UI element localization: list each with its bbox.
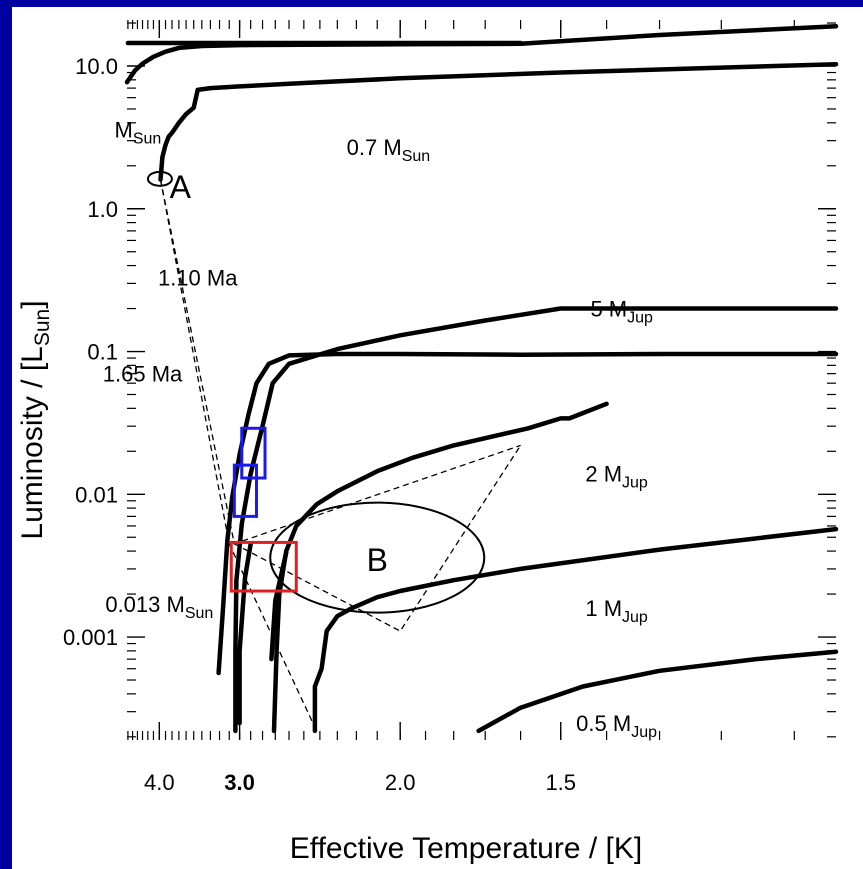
annotation-label: 1 MJup xyxy=(585,596,648,626)
x-tick-label: 3.0 xyxy=(224,770,255,795)
annotation-subscript: Sun xyxy=(402,148,430,165)
annotation-text: 1.10 Ma xyxy=(158,265,238,290)
annotation-text: 0.7 M xyxy=(347,135,402,160)
annotation-label: MSun xyxy=(115,117,162,147)
y-tick-label: 10.0 xyxy=(75,54,118,79)
box-2 xyxy=(240,426,267,480)
plot-frame: 4.0 3.0 2.0 1.5 10.0 1.0 0.1 0.01 0.001 xyxy=(63,20,836,795)
y-axis-label-close: ] xyxy=(16,300,49,308)
annotation-subscript: Sun xyxy=(185,605,213,622)
box-3 xyxy=(229,540,298,593)
y-axis-label: Luminosity / [LSun] xyxy=(16,300,54,539)
isochrone-lines xyxy=(159,179,522,732)
annotation-label: 0.7 MSun xyxy=(347,135,431,165)
annotation-subscript: Sun xyxy=(133,130,161,147)
annotation-subscript: Jup xyxy=(631,724,657,741)
annotation-text: B xyxy=(367,542,388,578)
annotation-text: 2 M xyxy=(585,461,622,486)
isochrone-line xyxy=(159,179,318,732)
x-tick-label: 1.5 xyxy=(545,770,576,795)
annotation-text: 1.65 Ma xyxy=(103,362,183,387)
y-tick-label: 0.1 xyxy=(87,340,118,365)
isochrone-line xyxy=(233,445,522,632)
x-tick-label: 2.0 xyxy=(385,770,416,795)
annotation-text: 1 M xyxy=(585,596,622,621)
track-line xyxy=(476,649,839,734)
track-line xyxy=(271,401,609,734)
annotation-subscript: Jup xyxy=(622,474,648,491)
x-tick-label: 4.0 xyxy=(144,770,175,795)
track-line xyxy=(158,61,839,182)
annotation-text: A xyxy=(170,169,192,205)
box-1 xyxy=(232,463,259,518)
region-a xyxy=(146,170,173,187)
track-line xyxy=(233,306,839,734)
annotation-text: 0.5 M xyxy=(576,711,631,736)
annotation-label: 2 MJup xyxy=(585,461,648,491)
annotation-text: 5 M xyxy=(590,297,627,322)
y-tick-label: 0.01 xyxy=(75,482,118,507)
x-axis-label: Effective Temperature / [K] xyxy=(290,832,642,865)
annotation-subscript: Jup xyxy=(622,609,648,626)
annotation-label: 5 MJup xyxy=(590,297,653,327)
annotation-label: 1.10 Ma xyxy=(158,265,238,290)
y-tick-label: 1.0 xyxy=(87,197,118,222)
y-axis-label-main: Luminosity / [L xyxy=(16,346,49,539)
y-tick-label: 0.001 xyxy=(63,625,118,650)
highlight-regions xyxy=(146,170,486,614)
annotation-text: M xyxy=(115,117,133,142)
annotation-label: B xyxy=(367,542,388,578)
annotation-label: 0.013 MSun xyxy=(105,592,213,622)
plot-panel xyxy=(12,7,863,869)
annotation-label: 1.65 Ma xyxy=(103,362,183,387)
annotation-subscript: Jup xyxy=(627,310,653,327)
track-line xyxy=(216,351,839,676)
annotation-label: 0.5 MJup xyxy=(576,711,657,741)
track-line xyxy=(312,526,839,734)
annotation-label: A xyxy=(170,169,192,205)
annotation-text: 0.013 M xyxy=(105,592,185,617)
track-line xyxy=(237,541,253,726)
region-b xyxy=(269,501,486,614)
evolution-tracks xyxy=(124,23,839,734)
y-axis-label-sub: Sun xyxy=(31,309,54,346)
